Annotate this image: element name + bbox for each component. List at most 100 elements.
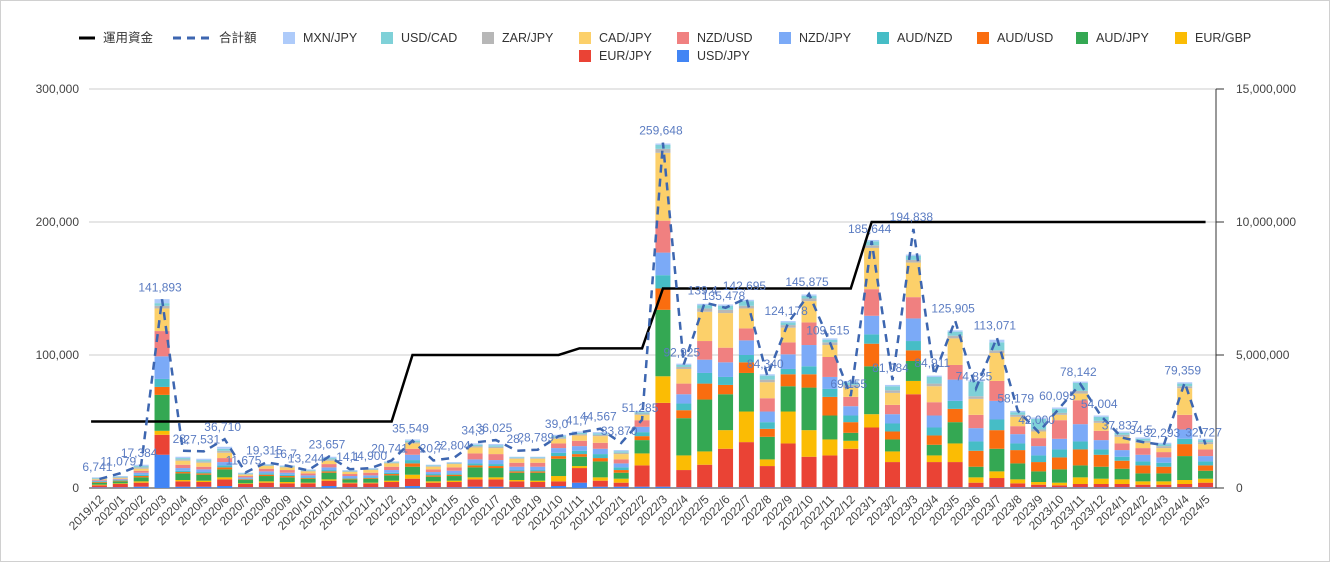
- bar-segment-mxn-jpy: [864, 239, 880, 242]
- bar-segment-nzd-jpy: [321, 467, 337, 471]
- bar-segment-usd-jpy: [112, 487, 128, 488]
- bar-segment-nzd-jpy: [300, 475, 316, 478]
- bar-segment-cad-jpy: [697, 311, 713, 342]
- bar-segment-nzd-jpy: [488, 460, 504, 465]
- legend-item-eur-gbp-11: EUR/GBP: [1175, 31, 1251, 45]
- bar-segment-nzd-jpy: [384, 470, 400, 473]
- bar-segment-eur-jpy: [676, 470, 692, 488]
- bar-segment-aud-jpy: [279, 477, 295, 483]
- bar-segment-aud-jpy: [175, 473, 191, 481]
- data-label-2024-4: 79,359: [1164, 363, 1201, 377]
- bar-segment-cad-jpy: [592, 436, 608, 443]
- legend-swatch: [579, 50, 591, 62]
- bar-segment-aud-jpy: [509, 472, 525, 481]
- bar-segment-usd-jpy: [1010, 487, 1026, 488]
- bar-segment-aud-usd: [279, 476, 295, 478]
- bar-segment-usd-cad: [947, 331, 963, 336]
- legend-swatch: [1175, 32, 1187, 44]
- bar-segment-aud-jpy: [571, 456, 587, 467]
- bar-segment-cad-jpy: [1072, 393, 1088, 401]
- bar-segment-aud-nzd: [676, 403, 692, 411]
- bar-segment-usd-jpy: [530, 487, 546, 488]
- bar-segment-eur-jpy: [968, 482, 984, 488]
- legend-swatch: [877, 32, 889, 44]
- data-label-2022-12: 69,155: [830, 377, 867, 391]
- bar-segment-aud-usd: [1031, 462, 1047, 472]
- bar-segment-aud-nzd: [613, 467, 629, 471]
- bar-segment-zar-jpy: [1051, 412, 1067, 415]
- bar-segment-usd-jpy: [905, 487, 921, 488]
- legend-label: ZAR/JPY: [502, 31, 554, 45]
- legend-item-nzd-usd-6: NZD/USD: [677, 31, 753, 45]
- bar-segment-eur-jpy: [822, 455, 838, 488]
- data-label-2023-10: 60,095: [1039, 389, 1076, 403]
- data-label-2020-7: 11,675: [226, 453, 262, 467]
- bar-segment-usd-jpy: [321, 486, 337, 488]
- bar-segment-cad-jpy: [551, 438, 567, 444]
- bar-segment-usd-cad: [1031, 418, 1047, 430]
- bar-segment-cad-jpy: [801, 301, 817, 323]
- bar-segment-usd-cad: [342, 470, 358, 472]
- data-label-2022-1: 33,870: [601, 424, 638, 438]
- bar-segment-usd-jpy: [571, 482, 587, 488]
- bar-segment-usd-jpy: [1051, 487, 1067, 488]
- bar-segment-nzd-jpy: [592, 448, 608, 455]
- bar-segment-aud-jpy: [884, 439, 901, 452]
- bar-segment-cad-jpy: [258, 466, 274, 469]
- bar-segment-nzd-usd: [217, 458, 233, 463]
- bar-stack-2023-5: [947, 330, 963, 488]
- bar-segment-zar-jpy: [1177, 386, 1193, 389]
- bar-segment-nzd-usd: [1010, 426, 1026, 435]
- bar-segment-usd-cad: [300, 470, 316, 471]
- bar-segment-nzd-usd: [1031, 438, 1047, 447]
- bar-segment-aud-nzd: [718, 376, 734, 385]
- bar-segment-eur-gbp: [697, 451, 713, 465]
- bar-segment-mxn-jpy: [300, 469, 316, 471]
- bar-segment-cad-jpy: [968, 398, 984, 415]
- bar-segment-aud-jpy: [1031, 471, 1047, 483]
- bar-segment-zar-jpy: [905, 259, 921, 263]
- bar-segment-aud-jpy: [1177, 456, 1193, 481]
- y2-tick-label: 10,000,000: [1236, 215, 1296, 229]
- bar-stack-2022-10: [801, 294, 817, 488]
- bar-segment-aud-nzd: [947, 400, 963, 409]
- bar-segment-usd-jpy: [718, 487, 734, 488]
- bar-segment-usd-jpy: [843, 487, 859, 488]
- bar-segment-nzd-jpy: [467, 459, 483, 464]
- legend-item-nzd-jpy-7: NZD/JPY: [779, 31, 852, 45]
- bar-segment-nzd-usd: [801, 322, 817, 346]
- bar-segment-usd-jpy: [1135, 487, 1151, 488]
- bar-segment-usd-cad: [509, 457, 525, 459]
- bar-stack-2022-11: [822, 338, 838, 488]
- bar-segment-aud-usd: [968, 450, 984, 467]
- bar-segment-eur-gbp: [1156, 481, 1172, 485]
- bar-segment-usd-jpy: [258, 487, 274, 488]
- bar-segment-aud-jpy: [613, 472, 629, 479]
- bar-segment-aud-nzd: [238, 478, 254, 480]
- legend-label: CAD/JPY: [599, 31, 652, 45]
- bar-segment-zar-jpy: [592, 434, 608, 437]
- bar-segment-cad-jpy: [1198, 444, 1214, 450]
- data-label-2021-10: 39,0: [545, 417, 569, 431]
- bar-segment-aud-usd: [592, 458, 608, 462]
- bar-segment-eur-gbp: [822, 439, 838, 456]
- data-label-2023-9: 42,000: [1018, 413, 1055, 427]
- bar-segment-cad-jpy: [905, 262, 921, 298]
- y-tick-label: 300,000: [36, 82, 80, 96]
- bar-segment-usd-cad: [1135, 438, 1151, 441]
- data-label-2023-11: 78,142: [1060, 365, 1097, 379]
- bar-segment-aud-usd: [718, 384, 734, 395]
- bar-segment-mxn-jpy: [822, 338, 838, 340]
- bar-segment-nzd-jpy: [342, 476, 358, 479]
- bar-segment-eur-gbp: [384, 480, 400, 483]
- bar-segment-eur-gbp: [1114, 479, 1130, 485]
- bar-segment-aud-nzd: [196, 472, 212, 474]
- bar-stack-2021-5: [446, 462, 462, 488]
- bar-stack-2022-2: [634, 410, 650, 488]
- bar-stack-2022-12: [843, 380, 859, 488]
- bar-segment-zar-jpy: [217, 450, 233, 453]
- bar-segment-aud-nzd: [926, 427, 942, 436]
- bar-segment-eur-jpy: [989, 478, 1005, 488]
- bar-segment-aud-usd: [655, 288, 671, 310]
- bar-segment-nzd-jpy: [926, 415, 942, 428]
